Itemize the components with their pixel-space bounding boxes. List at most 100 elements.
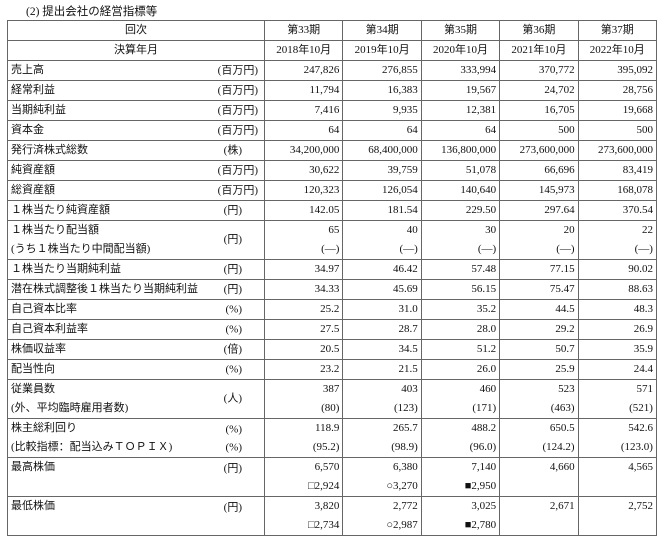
value: 35.9 — [633, 343, 653, 355]
value: 24.4 — [633, 363, 653, 375]
value-cell: 64 — [263, 120, 344, 141]
value: 90.02 — [628, 263, 653, 275]
period-header: 第37期 — [577, 20, 657, 41]
row-label: 最高株価 — [11, 461, 55, 473]
value-cell: 27.5 — [263, 319, 344, 340]
value-cell: 395,092 — [577, 60, 657, 81]
value-cell: 488.2 (96.0) — [420, 418, 501, 458]
row-label: 自己資本利益率 — [11, 323, 88, 335]
value-cell: 142.05 — [263, 200, 344, 221]
value-cell: 136,800,000 — [420, 140, 501, 161]
value: 6,570 — [314, 461, 340, 473]
value-cell: 403 (123) — [342, 379, 422, 419]
value: 273,600,000 — [597, 144, 653, 156]
value: 571 — [636, 383, 653, 395]
row-label-cell: １株当たり当期純利益 (円) — [7, 259, 265, 280]
value: 370,772 — [538, 64, 575, 76]
value: 34.5 — [398, 343, 418, 355]
value-cell: 90.02 — [577, 259, 657, 280]
value-cell: 265.7 (98.9) — [342, 418, 422, 458]
value-cell: 168,078 — [577, 180, 657, 201]
value: 500 — [636, 124, 653, 136]
value-cell: 50.7 — [499, 339, 579, 360]
row-label-cell: 株主総利回り (比較指標：配当込みＴＯＰＩＸ) (%) (%) — [7, 418, 265, 458]
value-cell: 51,078 — [420, 160, 501, 181]
value-cell: 181.54 — [342, 200, 422, 221]
value-cell: 21.5 — [342, 359, 422, 380]
sub-value: (―) — [321, 243, 340, 255]
value: 28,756 — [622, 84, 653, 96]
sub-value: (―) — [399, 243, 418, 255]
value-cell: 57.48 — [420, 259, 501, 280]
value: 2,671 — [549, 500, 575, 512]
value-cell: 23.2 — [263, 359, 344, 380]
sub-value: □2,924 — [307, 480, 340, 492]
row-label-cell: 純資産額 (百万円) — [7, 160, 265, 181]
sub-value: (124.2) — [542, 441, 575, 453]
value-cell: 46.42 — [342, 259, 422, 280]
value-cell: 25.2 — [263, 299, 344, 320]
value-cell: 64 — [342, 120, 422, 141]
value-cell: 34.97 — [263, 259, 344, 280]
value-cell: 40 (―) — [342, 220, 422, 260]
header-label: 決算年月 — [7, 40, 265, 61]
value-cell: 297.64 — [499, 200, 579, 221]
value-cell: 6,570 □2,924 — [263, 457, 344, 497]
value-cell: 22 (―) — [577, 220, 657, 260]
row-unit: (円) — [223, 501, 242, 514]
value-cell: 542.6 (123.0) — [577, 418, 657, 458]
row-label-cell: 発行済株式総数 (株) — [7, 140, 265, 161]
value: 88.63 — [628, 283, 653, 295]
value: 26.0 — [476, 363, 497, 375]
sub-value — [582, 477, 653, 496]
row-label: 配当性向 — [11, 363, 55, 375]
sub-value: (80) — [321, 402, 340, 414]
sub-value: (171) — [472, 402, 497, 414]
value-cell: 16,383 — [342, 80, 422, 101]
value: 7,416 — [314, 104, 340, 116]
sub-value — [503, 477, 574, 496]
value: 64 — [485, 124, 497, 136]
row-label-cell: 総資産額 (百万円) — [7, 180, 265, 201]
table-row: 最低株価 (円) 3,820 □2,734 2,772 ○2,987 3,025 ■2,78… — [7, 496, 657, 536]
period-header: 第34期 — [342, 20, 422, 41]
table-row: 潜在株式調整後１株当たり当期純利益 (円) 34.33 45.69 56.15 75.47… — [7, 279, 657, 300]
value-cell: 118.9 (95.2) — [263, 418, 344, 458]
value: 51,078 — [465, 164, 497, 176]
value: 136,800,000 — [441, 144, 497, 156]
row-label-cell: 従業員数 (外、平均臨時雇用者数) (人) — [7, 379, 265, 419]
row-unit: (円) — [223, 233, 242, 246]
value: 168,078 — [617, 184, 653, 196]
value-cell: 571 (521) — [577, 379, 657, 419]
row-label: 自己資本比率 — [11, 303, 77, 315]
value-cell: 273,600,000 — [499, 140, 579, 161]
row-unit: (円) — [223, 263, 242, 275]
value: 40 — [406, 224, 418, 236]
value: 20 — [563, 224, 575, 236]
date-header: 2022年10月 — [577, 40, 657, 61]
value-cell: 29.2 — [499, 319, 579, 340]
value-cell: 44.5 — [499, 299, 579, 320]
value: 181.54 — [387, 204, 418, 216]
row-unit: (円) — [223, 462, 242, 475]
row-unit: (倍) — [223, 343, 242, 355]
value: 2,752 — [628, 500, 653, 512]
row-label: 最低株価 — [11, 500, 55, 512]
value-cell: 24.4 — [577, 359, 657, 380]
row-unit: (百万円) — [217, 164, 258, 176]
sub-value: (521) — [629, 402, 653, 414]
value: 66,696 — [544, 164, 575, 176]
value: 45.69 — [393, 283, 418, 295]
date-header: 2018年10月 — [263, 40, 344, 61]
value-cell: 35.2 — [420, 299, 501, 320]
value-cell: 460 (171) — [420, 379, 501, 419]
row-label: 資本金 — [11, 124, 44, 136]
value: 30,622 — [309, 164, 340, 176]
value: 83,419 — [622, 164, 653, 176]
value: 460 — [479, 383, 497, 395]
value: 4,660 — [549, 461, 575, 473]
table-row: 総資産額 (百万円) 120,323 126,054 140,640 145,973 168… — [7, 180, 657, 201]
value-cell: 370.54 — [577, 200, 657, 221]
period-header: 第33期 — [263, 20, 344, 41]
sub-value: □2,734 — [307, 519, 340, 531]
